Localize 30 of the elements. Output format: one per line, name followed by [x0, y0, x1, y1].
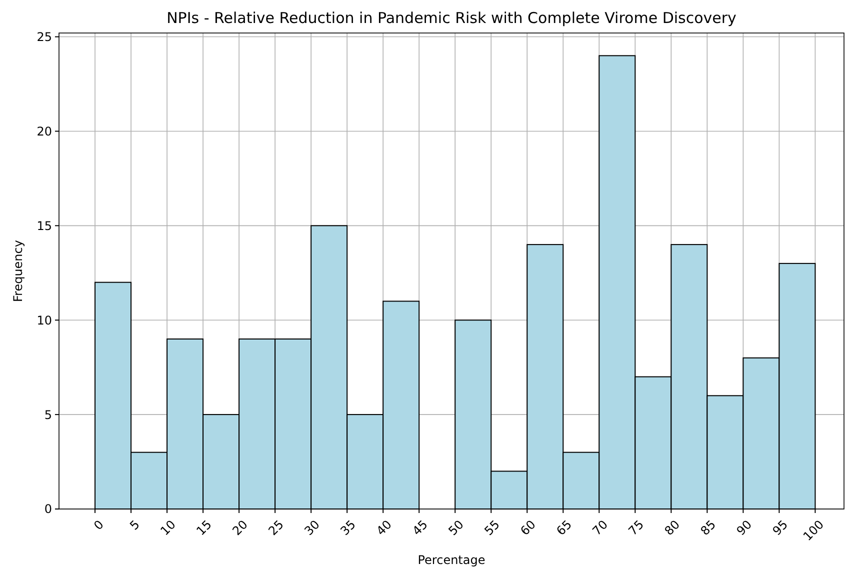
x-tick-label: 45: [410, 517, 430, 538]
x-tick-label: 95: [770, 517, 791, 538]
x-tick-label: 85: [698, 517, 719, 538]
y-tick-label: 25: [36, 30, 52, 44]
x-tick-label: 75: [626, 517, 646, 538]
y-axis-title: Frequency: [11, 240, 25, 302]
x-axis-title: Percentage: [418, 553, 486, 567]
x-tick-label: 60: [518, 517, 538, 538]
x-tick-label: 20: [230, 517, 250, 538]
y-tick-label: 20: [36, 124, 52, 138]
x-tick-label: 15: [194, 517, 214, 538]
x-tick-label: 50: [446, 517, 466, 538]
y-tick-label: 10: [36, 313, 52, 328]
y-tick-label: 0: [44, 502, 52, 516]
y-tick-label: 5: [44, 408, 52, 422]
x-tick-label: 25: [266, 517, 286, 538]
x-tick-label: 55: [482, 517, 502, 538]
x-tick-label: 100: [800, 517, 827, 544]
x-tick-label: 40: [374, 517, 394, 538]
x-tick-label: 35: [338, 517, 358, 538]
x-tick-label: 5: [127, 517, 142, 533]
x-tick-label: 80: [662, 517, 682, 538]
y-tick-label: 15: [36, 218, 52, 233]
x-tick-label: 10: [158, 517, 178, 538]
x-tick-label: 0: [91, 517, 106, 533]
x-tick-label: 90: [734, 517, 755, 538]
chart-title: NPIs - Relative Reduction in Pandemic Risk with Complete Virome Discovery: [166, 9, 737, 27]
x-tick-label: 30: [302, 517, 322, 538]
x-tick-label: 65: [554, 517, 574, 538]
x-tick-label: 70: [590, 517, 610, 538]
